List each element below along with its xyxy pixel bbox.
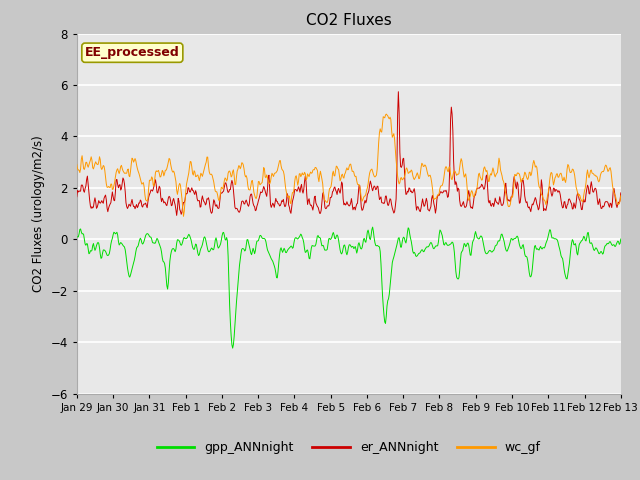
Y-axis label: CO2 Fluxes (urology/m2/s): CO2 Fluxes (urology/m2/s) bbox=[32, 135, 45, 292]
Legend: gpp_ANNnight, er_ANNnight, wc_gf: gpp_ANNnight, er_ANNnight, wc_gf bbox=[152, 436, 546, 459]
Title: CO2 Fluxes: CO2 Fluxes bbox=[306, 13, 392, 28]
Text: EE_processed: EE_processed bbox=[85, 46, 180, 59]
